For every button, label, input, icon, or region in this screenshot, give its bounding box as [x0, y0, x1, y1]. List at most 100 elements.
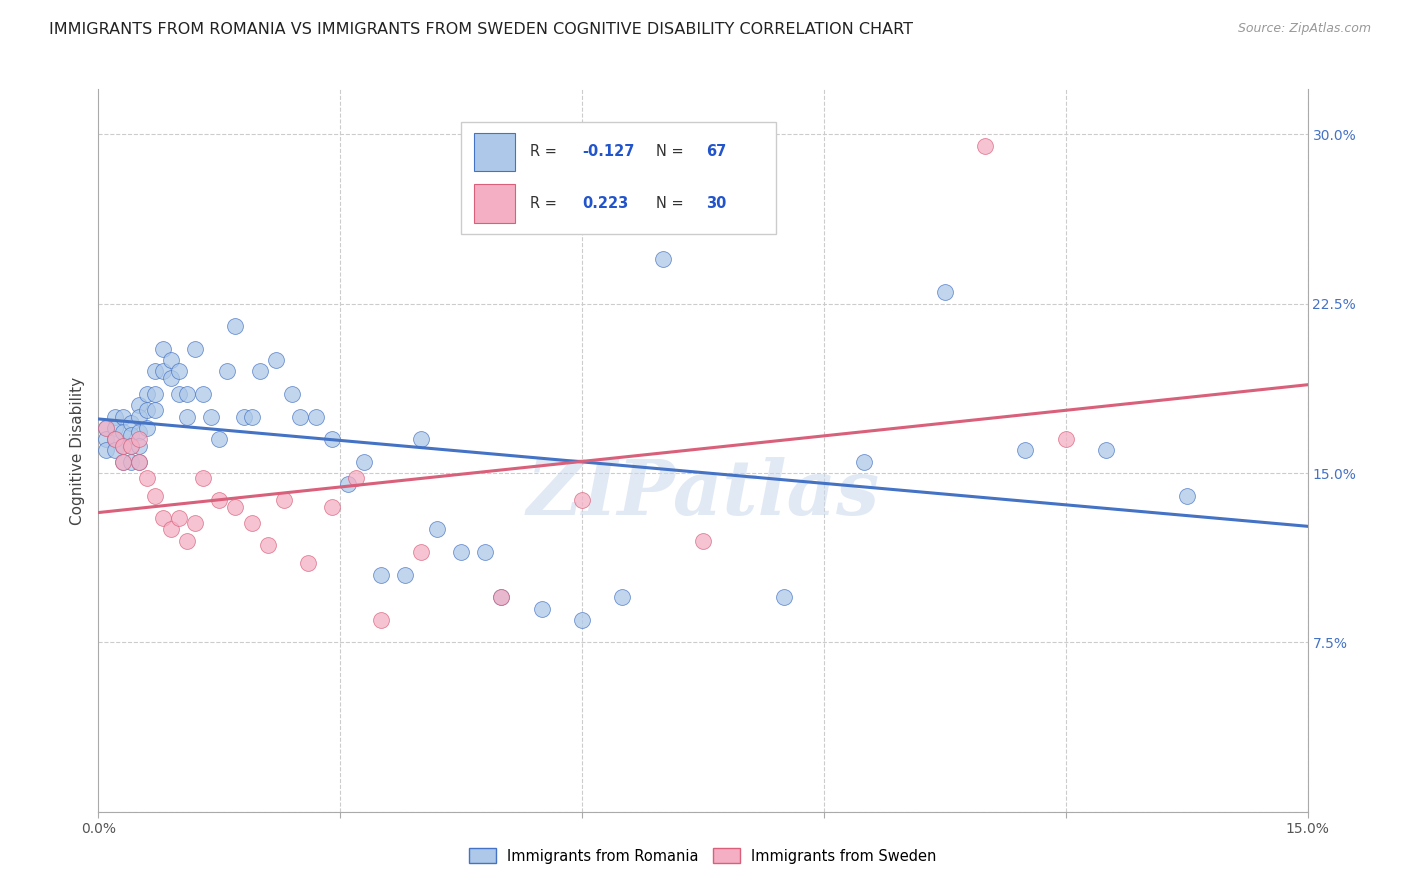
Point	[152, 342, 174, 356]
Point	[208, 493, 231, 508]
Point	[217, 364, 239, 378]
Point	[450, 545, 472, 559]
Point	[120, 455, 142, 469]
Point	[200, 409, 222, 424]
Text: Source: ZipAtlas.com: Source: ZipAtlas.com	[1237, 22, 1371, 36]
Point	[273, 493, 295, 508]
Point	[240, 409, 263, 424]
Point	[103, 421, 125, 435]
Point	[176, 387, 198, 401]
Text: IMMIGRANTS FROM ROMANIA VS IMMIGRANTS FROM SWEDEN COGNITIVE DISABILITY CORRELATI: IMMIGRANTS FROM ROMANIA VS IMMIGRANTS FR…	[49, 22, 914, 37]
Point	[571, 493, 593, 508]
Point	[394, 567, 416, 582]
Point	[96, 432, 118, 446]
Point	[120, 439, 142, 453]
Point	[232, 409, 254, 424]
Point	[96, 443, 118, 458]
Point	[184, 516, 207, 530]
Point	[193, 387, 215, 401]
Y-axis label: Cognitive Disability: Cognitive Disability	[69, 376, 84, 524]
Point	[143, 489, 166, 503]
Point	[103, 409, 125, 424]
Point	[111, 439, 134, 453]
Point	[111, 409, 134, 424]
Point	[224, 319, 246, 334]
Point	[934, 285, 956, 300]
Point	[167, 511, 190, 525]
Point	[305, 409, 328, 424]
Point	[1095, 443, 1118, 458]
Point	[571, 613, 593, 627]
Point	[128, 439, 150, 453]
Point	[143, 387, 166, 401]
Point	[337, 477, 360, 491]
Point	[1014, 443, 1036, 458]
Point	[103, 432, 125, 446]
Point	[409, 545, 432, 559]
Point	[135, 470, 157, 484]
Point	[120, 439, 142, 453]
Point	[111, 439, 134, 453]
Point	[1054, 432, 1077, 446]
Point	[167, 364, 190, 378]
Point	[120, 427, 142, 442]
Point	[120, 417, 142, 431]
Point	[288, 409, 311, 424]
Point	[135, 387, 157, 401]
Point	[772, 591, 794, 605]
Point	[152, 511, 174, 525]
Point	[103, 432, 125, 446]
Point	[135, 421, 157, 435]
Point	[160, 523, 183, 537]
Point	[256, 538, 278, 552]
Point	[491, 591, 513, 605]
Point	[193, 470, 215, 484]
Point	[426, 523, 449, 537]
Point	[409, 432, 432, 446]
Point	[353, 455, 375, 469]
Point	[281, 387, 304, 401]
Point	[1175, 489, 1198, 503]
Point	[128, 455, 150, 469]
Point	[167, 387, 190, 401]
Point	[208, 432, 231, 446]
Point	[530, 601, 553, 615]
Point	[344, 470, 367, 484]
Point	[103, 443, 125, 458]
Point	[176, 409, 198, 424]
Point	[321, 432, 343, 446]
Point	[176, 533, 198, 548]
Point	[96, 421, 118, 435]
Point	[160, 353, 183, 368]
Point	[143, 364, 166, 378]
Point	[152, 364, 174, 378]
Point	[974, 138, 997, 153]
Point	[143, 402, 166, 417]
Point	[370, 613, 392, 627]
Legend: Immigrants from Romania, Immigrants from Sweden: Immigrants from Romania, Immigrants from…	[464, 842, 942, 870]
Point	[321, 500, 343, 514]
Point	[651, 252, 673, 266]
Point	[692, 533, 714, 548]
Point	[128, 455, 150, 469]
Point	[612, 591, 634, 605]
Point	[224, 500, 246, 514]
Point	[128, 409, 150, 424]
Point	[135, 402, 157, 417]
Point	[184, 342, 207, 356]
Point	[111, 425, 134, 440]
Point	[128, 432, 150, 446]
Point	[160, 371, 183, 385]
Point	[96, 421, 118, 435]
Text: ZIPatlas: ZIPatlas	[526, 457, 880, 531]
Point	[128, 425, 150, 440]
Point	[264, 353, 287, 368]
Point	[240, 516, 263, 530]
Point	[111, 455, 134, 469]
Point	[853, 455, 876, 469]
Point	[491, 591, 513, 605]
Point	[474, 545, 496, 559]
Point	[249, 364, 271, 378]
Point	[128, 398, 150, 412]
Point	[370, 567, 392, 582]
